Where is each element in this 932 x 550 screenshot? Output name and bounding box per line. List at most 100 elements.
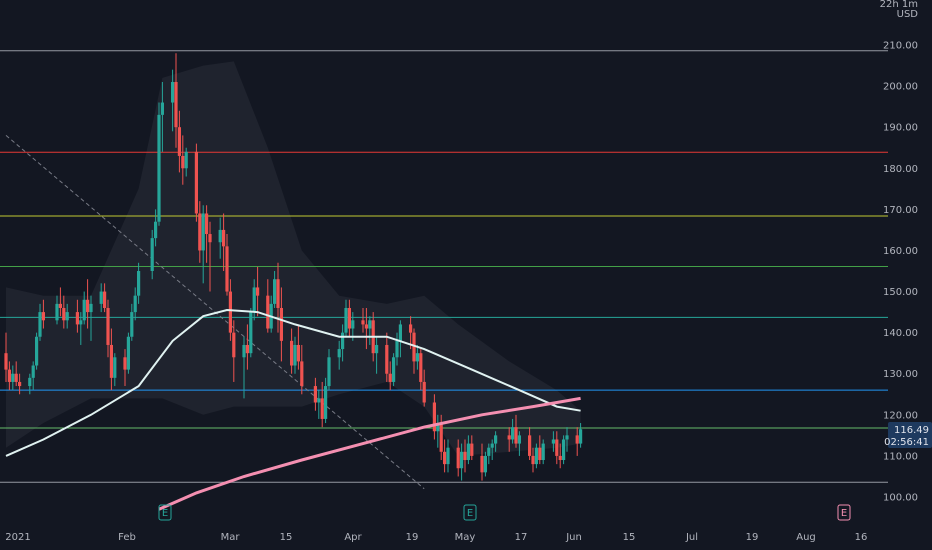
candle bbox=[126, 332, 130, 374]
candle bbox=[266, 279, 270, 333]
candle bbox=[245, 324, 249, 370]
candle-body bbox=[157, 114, 161, 222]
earnings-marker[interactable]: E bbox=[463, 504, 477, 521]
candle-body bbox=[31, 365, 35, 378]
candle-body bbox=[551, 439, 555, 444]
price-axis[interactable]: 100.00 110.00 120.00 130.00 140.00 150.00 160.… bbox=[883, 41, 918, 504]
candle bbox=[317, 390, 321, 419]
candle bbox=[198, 201, 202, 263]
candle bbox=[62, 295, 66, 329]
candle-body bbox=[337, 349, 341, 358]
candle bbox=[443, 439, 447, 473]
candle bbox=[31, 361, 35, 391]
candle-body bbox=[392, 357, 396, 382]
candle bbox=[320, 381, 324, 428]
moving-average-fast bbox=[5, 308, 581, 457]
candle-body bbox=[562, 439, 566, 461]
candle bbox=[232, 320, 236, 382]
earnings-marker[interactable]: E bbox=[158, 504, 172, 521]
candle-body bbox=[347, 307, 351, 329]
horizontal-levels bbox=[0, 50, 888, 483]
candle bbox=[99, 283, 103, 313]
candle bbox=[395, 332, 399, 366]
candle-body bbox=[432, 402, 436, 432]
x-tick-label: 16 bbox=[855, 532, 868, 543]
candle bbox=[415, 344, 419, 370]
candle bbox=[562, 435, 566, 465]
candle bbox=[109, 328, 113, 391]
y-tick-label: 150.00 bbox=[883, 287, 918, 298]
candle bbox=[565, 427, 569, 452]
current-price-box bbox=[888, 422, 932, 448]
x-tick-label: 15 bbox=[623, 532, 636, 543]
y-tick-label: 160.00 bbox=[883, 246, 918, 257]
candle bbox=[79, 312, 83, 345]
candle bbox=[133, 287, 137, 321]
candle-body bbox=[385, 344, 389, 374]
candle-body bbox=[313, 386, 317, 403]
earnings-marker[interactable]: E bbox=[837, 504, 851, 521]
candles bbox=[4, 53, 583, 481]
candle bbox=[14, 361, 18, 387]
candle bbox=[347, 299, 351, 337]
candle-body bbox=[126, 336, 130, 370]
candle bbox=[480, 443, 484, 481]
candle-body bbox=[245, 344, 249, 354]
candle-body bbox=[55, 303, 59, 321]
candle-body bbox=[463, 451, 467, 461]
x-tick-label: Apr bbox=[344, 532, 362, 543]
candle-body bbox=[256, 287, 260, 296]
candle bbox=[290, 328, 294, 374]
candle-body bbox=[290, 340, 294, 366]
candle-body bbox=[279, 307, 283, 341]
candle bbox=[225, 234, 229, 296]
candle bbox=[511, 418, 515, 444]
earnings-marker-box bbox=[837, 504, 851, 521]
candle-body bbox=[201, 213, 205, 251]
candle bbox=[58, 287, 62, 317]
y-tick-label: 120.00 bbox=[883, 410, 918, 421]
candle-body bbox=[466, 443, 470, 461]
candle bbox=[177, 110, 181, 173]
candle bbox=[517, 431, 521, 456]
candle-body bbox=[443, 451, 447, 465]
candle bbox=[337, 340, 341, 370]
candle-body bbox=[395, 340, 399, 358]
candle bbox=[579, 423, 583, 448]
candle bbox=[86, 279, 90, 329]
candle-body bbox=[276, 279, 280, 308]
candle-body bbox=[137, 271, 141, 296]
candle-body bbox=[62, 307, 66, 321]
candle bbox=[174, 53, 178, 148]
x-tick-label: 19 bbox=[746, 532, 759, 543]
candle bbox=[279, 287, 283, 362]
candle bbox=[419, 349, 423, 391]
candle-body bbox=[412, 332, 416, 362]
candle bbox=[412, 328, 416, 374]
candle-body bbox=[133, 295, 137, 313]
candle bbox=[398, 320, 402, 358]
candle-body bbox=[531, 455, 535, 465]
candle-body bbox=[351, 320, 355, 329]
candle-body bbox=[11, 373, 15, 382]
candle-body bbox=[171, 81, 175, 103]
candle-body bbox=[422, 381, 426, 403]
candle bbox=[487, 443, 491, 465]
candle-body bbox=[160, 102, 164, 115]
candle bbox=[483, 451, 487, 477]
candle bbox=[392, 353, 396, 387]
candle-body bbox=[222, 229, 226, 247]
candle bbox=[490, 439, 494, 461]
time-axis[interactable]: 2021 Feb Mar 15 Apr 19 May 17 Jun 15 Jul 19 Aug 16 bbox=[5, 532, 867, 543]
candle bbox=[514, 414, 518, 448]
candle bbox=[160, 81, 164, 152]
candle bbox=[208, 221, 212, 292]
candle-body bbox=[65, 312, 69, 321]
candle bbox=[368, 316, 372, 345]
x-tick-label: 15 bbox=[280, 532, 293, 543]
candle-body bbox=[470, 443, 474, 456]
y-tick-label: 110.00 bbox=[883, 451, 918, 462]
earnings-marker-box bbox=[158, 504, 172, 521]
